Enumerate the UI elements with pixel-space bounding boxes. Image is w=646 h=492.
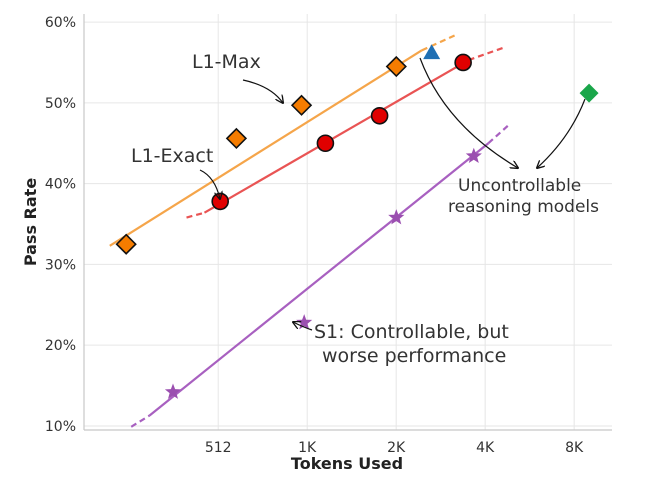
s1-fit-extension-low xyxy=(130,414,151,428)
uncontrollable-model-a-point xyxy=(423,44,441,60)
l1-exact-point xyxy=(370,106,389,125)
x-tick-label: 8K xyxy=(565,440,584,456)
l1-max-fit-line xyxy=(109,49,423,247)
annotation-l1max: L1-Max xyxy=(192,51,261,73)
s1-arrow xyxy=(293,322,313,331)
s1-point xyxy=(465,147,482,163)
y-tick-label: 40% xyxy=(45,177,76,193)
l1-max-point xyxy=(225,127,248,150)
y-axis-title: Pass Rate xyxy=(21,178,40,266)
y-tick-label: 10% xyxy=(45,419,76,435)
l1-exact-point xyxy=(316,134,335,153)
annotation-s1-line1: S1: Controllable, but xyxy=(314,321,509,343)
uncontrollable-model-b-point xyxy=(579,83,599,103)
l1-exact-point xyxy=(454,53,472,72)
grid xyxy=(84,14,612,430)
y-tick-label: 50% xyxy=(45,96,76,112)
l1exact-arrow xyxy=(199,169,220,199)
y-tick-labels: 10% 20% 30% 40% 50% 60% xyxy=(45,15,76,435)
x-tick-label: 2K xyxy=(387,440,406,456)
uncontrollable-arrow-a xyxy=(419,57,518,168)
axes xyxy=(83,14,612,431)
l1max-arrow xyxy=(242,79,283,103)
annotation-arrows xyxy=(199,57,586,331)
l1-max-point xyxy=(290,94,313,116)
l1-exact-fit-extension-low xyxy=(186,211,205,219)
annotation-uncontrollable-line2: reasoning models xyxy=(448,197,599,217)
x-axis-title: Tokens Used xyxy=(291,454,403,473)
annotation-s1-line2: worse performance xyxy=(322,345,506,367)
data-points xyxy=(115,44,599,399)
x-tick-label: 4K xyxy=(476,440,495,456)
x-tick-label: 1K xyxy=(298,440,317,456)
s1-fit-extension-high xyxy=(487,124,509,145)
l1-max-point xyxy=(115,233,137,255)
l1-exact-fit-extension-high xyxy=(468,46,504,62)
l1-max-fit-extension xyxy=(421,33,458,52)
y-tick-label: 30% xyxy=(45,257,76,273)
l1-exact-point xyxy=(211,192,229,211)
s1-point xyxy=(164,383,182,399)
s1-point xyxy=(296,314,313,330)
uncontrollable-arrow-b xyxy=(537,98,586,168)
s1-fit-line xyxy=(148,142,490,417)
fit-lines xyxy=(109,33,509,428)
y-tick-label: 60% xyxy=(45,15,76,31)
x-tick-label: 512 xyxy=(205,440,232,456)
l1-max-point xyxy=(385,55,407,78)
l1-exact-fit-line xyxy=(203,59,470,214)
y-tick-label: 20% xyxy=(45,338,76,354)
annotation-uncontrollable-line1: Uncontrollable xyxy=(458,176,581,196)
s1-point xyxy=(388,209,405,225)
annotation-l1exact: L1-Exact xyxy=(131,145,213,167)
x-tick-labels: 512 1K 2K 4K 8K xyxy=(205,440,584,456)
